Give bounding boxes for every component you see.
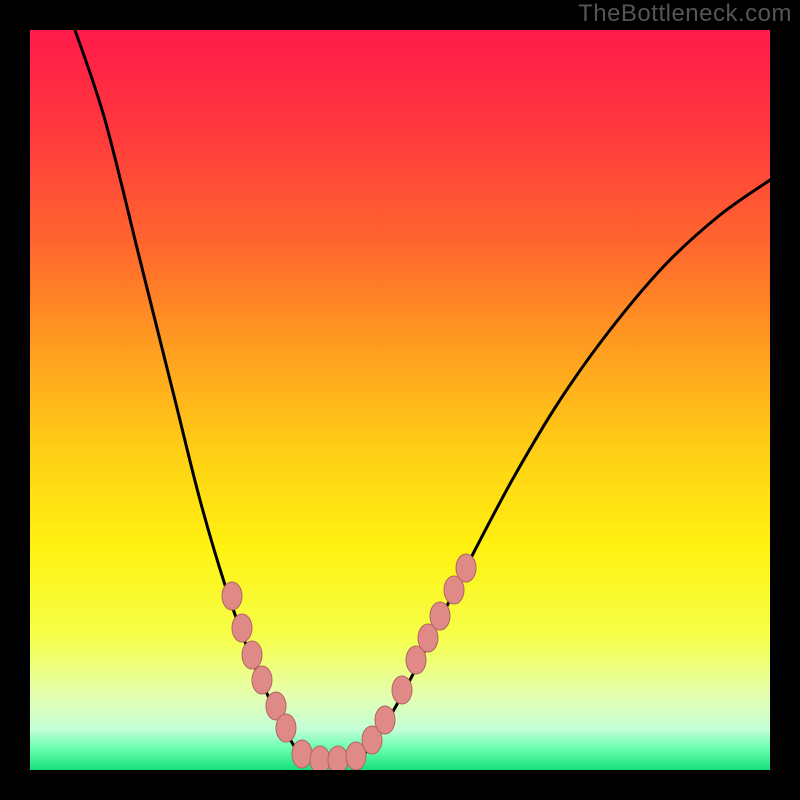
marker-left-3	[252, 666, 272, 694]
gradient-background	[30, 30, 770, 770]
marker-bottom-1	[310, 746, 330, 774]
marker-bottom-2	[328, 746, 348, 774]
marker-bottom-0	[292, 740, 312, 768]
marker-left-1	[232, 614, 252, 642]
marker-right-7	[456, 554, 476, 582]
bottleneck-chart-svg	[0, 0, 800, 800]
watermark-text: TheBottleneck.com	[578, 0, 792, 28]
marker-right-2	[392, 676, 412, 704]
marker-left-5	[276, 714, 296, 742]
chart-stage: TheBottleneck.com	[0, 0, 800, 800]
marker-left-0	[222, 582, 242, 610]
marker-left-2	[242, 641, 262, 669]
marker-right-1	[375, 706, 395, 734]
marker-right-5	[430, 602, 450, 630]
